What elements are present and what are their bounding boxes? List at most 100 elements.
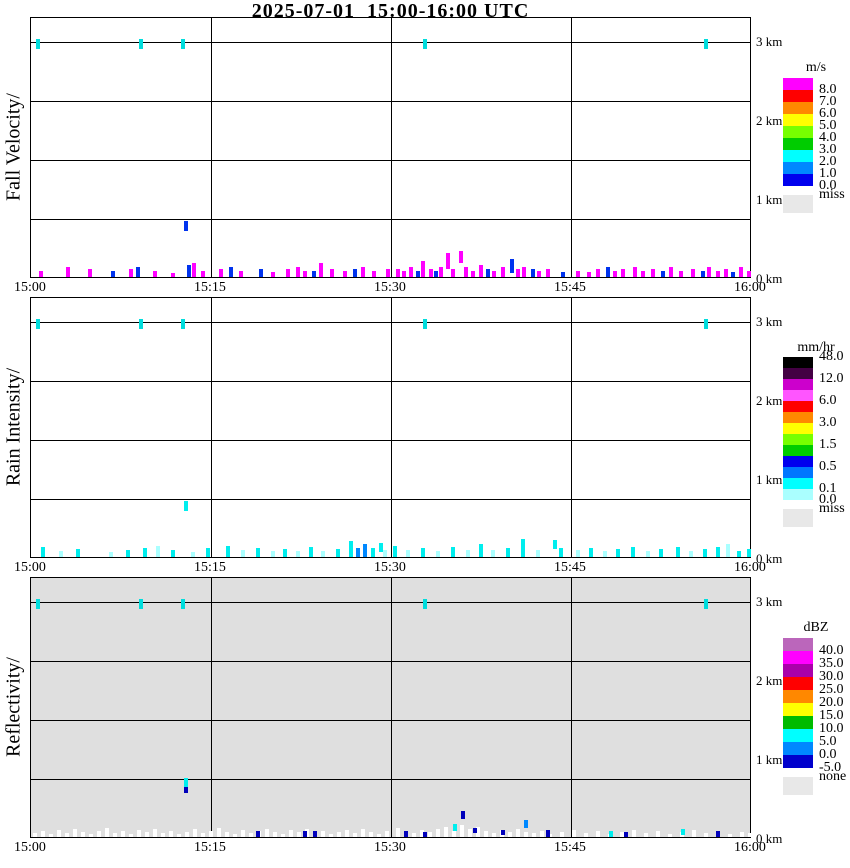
grid-hline — [31, 499, 750, 500]
legend-miss-label: none — [819, 769, 847, 784]
data-mark — [217, 828, 221, 837]
legend-tick-label: 10.0 — [819, 721, 844, 736]
data-mark — [632, 830, 636, 837]
data-mark — [201, 271, 205, 277]
data-mark — [676, 547, 680, 557]
data-mark — [76, 549, 80, 557]
data-mark — [681, 829, 685, 835]
data-mark — [471, 271, 475, 277]
data-mark — [393, 546, 397, 557]
legend-tick-label: 8.0 — [819, 82, 837, 97]
legend-tick-label: 15.0 — [819, 708, 844, 723]
grid-hline — [31, 602, 750, 603]
grid-vline — [391, 298, 392, 557]
data-mark — [453, 824, 457, 831]
data-mark — [129, 269, 133, 277]
data-mark — [226, 546, 230, 557]
height-tick-label: 3 km — [756, 594, 783, 609]
legend-miss-box — [783, 509, 813, 527]
data-mark — [646, 551, 650, 557]
data-mark — [33, 833, 37, 837]
legend-color-box — [783, 664, 813, 677]
data-mark — [265, 829, 269, 837]
legend-tick-label: 3.0 — [819, 142, 837, 157]
data-mark — [589, 548, 593, 557]
data-mark — [460, 825, 464, 837]
data-mark — [383, 550, 387, 557]
data-mark — [584, 833, 588, 837]
data-mark — [479, 544, 483, 557]
legend-tick-label: -5.0 — [819, 760, 842, 775]
x-tick-label: 15:30 — [374, 560, 406, 575]
legend-color-box — [783, 390, 813, 401]
legend-color-box — [783, 90, 813, 102]
data-mark — [88, 269, 92, 277]
data-mark — [641, 271, 645, 277]
data-mark — [420, 830, 424, 837]
data-mark — [303, 831, 307, 837]
data-mark — [343, 271, 347, 277]
legend-tick-label: 6.0 — [819, 106, 837, 121]
panel-rain-intensity — [30, 297, 751, 558]
legend-color-box — [783, 401, 813, 412]
legend-title-mmhr: mm/hr — [797, 340, 835, 355]
grid-hline — [31, 160, 750, 161]
data-mark — [451, 547, 455, 557]
data-mark — [466, 550, 470, 557]
data-mark — [476, 827, 480, 837]
data-mark — [412, 833, 416, 837]
x-tick-label: 16:00 — [734, 560, 766, 575]
legend-tick-label: 1.5 — [819, 437, 837, 452]
panel-ylabel-rain-intensity: Rain Intensity/ — [2, 367, 25, 487]
legend-color-box — [783, 114, 813, 126]
height-tick-label: 2 km — [756, 673, 783, 688]
x-tick-label: 15:15 — [194, 560, 226, 575]
data-mark — [536, 550, 540, 557]
data-mark — [139, 39, 143, 49]
data-mark — [668, 834, 672, 837]
data-mark — [297, 832, 301, 837]
data-mark — [369, 832, 373, 837]
data-mark — [491, 550, 495, 557]
plot-title: 2025-07-01 15:00-16:00 UTC — [251, 0, 530, 22]
data-mark — [492, 271, 496, 277]
data-mark — [421, 261, 425, 277]
data-mark — [624, 832, 628, 837]
data-mark — [737, 551, 741, 557]
data-mark — [452, 831, 456, 837]
legend-color-box — [783, 729, 813, 742]
height-tick-label: 2 km — [756, 393, 783, 408]
x-tick-label: 15:00 — [14, 280, 46, 295]
data-mark — [239, 271, 243, 277]
height-tick-label: 1 km — [756, 192, 783, 207]
data-mark — [379, 543, 383, 552]
data-mark — [689, 551, 693, 557]
data-mark — [532, 833, 536, 837]
data-mark — [464, 267, 468, 277]
data-mark — [644, 833, 648, 837]
data-mark — [171, 550, 175, 557]
data-mark — [105, 828, 109, 837]
data-mark — [241, 550, 245, 557]
data-mark — [587, 272, 591, 277]
data-mark — [249, 833, 253, 837]
data-mark — [716, 271, 720, 277]
data-mark — [540, 831, 544, 837]
data-mark — [423, 319, 427, 329]
panel-fall-velocity — [30, 17, 751, 278]
data-mark — [524, 832, 528, 837]
data-mark — [57, 830, 61, 837]
legend-color-box — [783, 489, 813, 500]
data-mark — [510, 259, 514, 273]
legend-color-box — [783, 126, 813, 138]
panel-ylabel-fall-velocity: Fall Velocity/ — [2, 93, 25, 201]
data-mark — [656, 831, 660, 837]
legend-color-box — [783, 434, 813, 445]
data-mark — [281, 834, 285, 837]
data-mark — [192, 263, 196, 277]
data-mark — [169, 831, 173, 837]
data-mark — [548, 834, 552, 837]
data-mark — [121, 831, 125, 837]
data-mark — [508, 832, 512, 837]
data-mark — [143, 548, 147, 557]
